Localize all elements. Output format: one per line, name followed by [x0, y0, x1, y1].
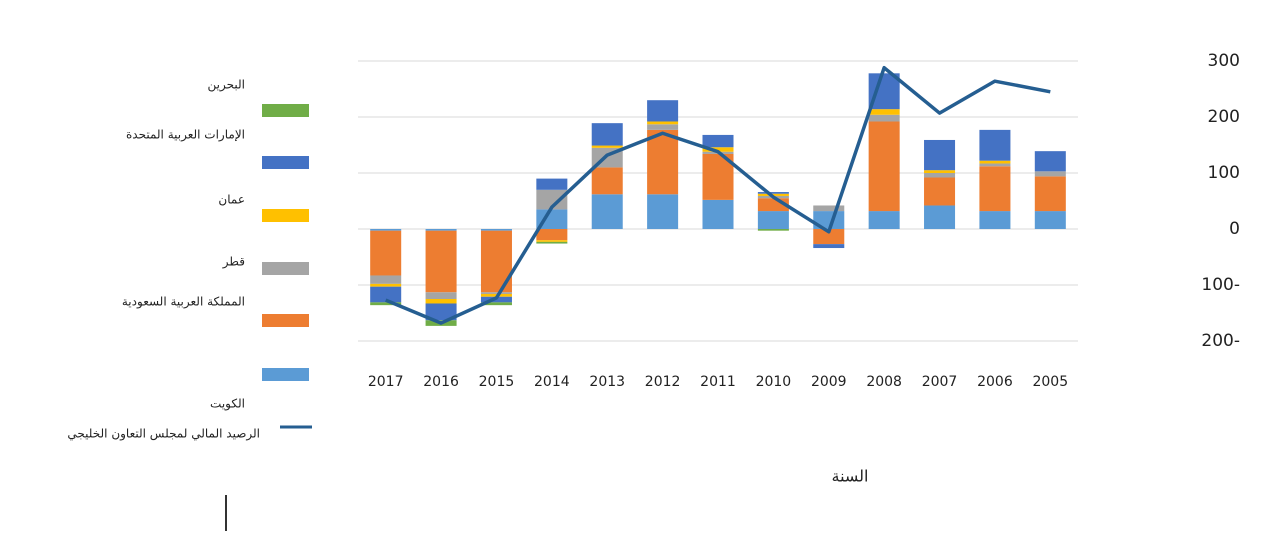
y-tick-label: 100-	[1201, 275, 1240, 295]
bar-segment	[1034, 211, 1066, 229]
legend-swatch	[262, 209, 309, 222]
legend-swatch	[262, 368, 309, 381]
bar-segment	[480, 302, 512, 306]
bar-segment	[868, 114, 900, 122]
bar-segment	[868, 211, 900, 229]
bar-segment	[536, 240, 568, 242]
bar-segment	[924, 177, 956, 206]
bar-segment	[868, 121, 900, 212]
bar-segment	[370, 286, 402, 303]
bar-segment	[370, 302, 402, 306]
bar-segment	[813, 205, 845, 212]
bar-segment	[647, 194, 679, 229]
bar-segment	[647, 129, 679, 195]
y-tick-label: 200	[1208, 107, 1240, 127]
legend-swatch	[262, 104, 309, 117]
legend-swatch	[262, 314, 309, 327]
legend-label: الإمارات العربية المتحدة	[126, 128, 245, 143]
x-tick-label: 2013	[589, 374, 625, 390]
bar-segment	[979, 129, 1011, 161]
bar-segment	[480, 292, 512, 294]
x-tick-label: 2017	[368, 374, 404, 390]
bar-segment	[813, 211, 845, 229]
bar-segment	[924, 173, 956, 178]
x-tick-label: 2015	[479, 374, 515, 390]
x-tick-label: 2008	[866, 374, 902, 390]
bar-segment	[536, 229, 568, 241]
y-tick-label: 200-	[1201, 331, 1240, 351]
bar-segment	[702, 134, 734, 148]
y-tick-label: 0	[1229, 219, 1240, 239]
x-tick-label: 2009	[811, 374, 847, 390]
bar-segment	[757, 192, 789, 194]
x-tick-label: 2005	[1032, 374, 1068, 390]
bar-segment	[480, 229, 512, 231]
bar-segment	[702, 199, 734, 229]
line-series	[385, 65, 1051, 325]
bar-segment	[979, 160, 1011, 164]
x-tick-label: 2012	[645, 374, 681, 390]
x-tick-label: 2014	[534, 374, 570, 390]
bar-segment	[647, 124, 679, 130]
bar-segment	[979, 211, 1011, 229]
y-tick-label: 100	[1208, 163, 1240, 183]
bar-segment	[1034, 176, 1066, 212]
bar-segment	[647, 121, 679, 125]
bar-segment	[591, 123, 623, 146]
bar-segment	[425, 230, 457, 293]
bar-segment	[425, 299, 457, 304]
legend-swatch	[262, 262, 309, 275]
bar-segment	[536, 189, 568, 210]
x-tick-label: 2016	[423, 374, 459, 390]
x-tick-label: 2011	[700, 374, 736, 390]
bar-segment	[536, 178, 568, 190]
bar-segment	[1034, 171, 1066, 177]
bar-segment	[425, 303, 457, 321]
bar-segment	[536, 209, 568, 229]
bar-segment	[370, 229, 402, 231]
bar-segment	[813, 244, 845, 249]
legend-label: الرصيد المالي لمجلس التعاون الخليجي	[67, 427, 260, 442]
bar-segment	[591, 167, 623, 195]
bar-segment	[924, 139, 956, 171]
bar-segment	[1034, 151, 1066, 172]
x-tick-label: 2006	[977, 374, 1013, 390]
bar-segment	[868, 109, 900, 115]
bar-segment	[370, 283, 402, 287]
legend-label: الكويت	[210, 397, 245, 412]
bar-segment	[813, 229, 845, 245]
y-tick-label: 300	[1208, 51, 1240, 71]
x-axis-title: السنة	[832, 467, 869, 486]
bar-segment	[591, 194, 623, 229]
x-tick-label: 2010	[756, 374, 792, 390]
bar-segment	[979, 163, 1011, 167]
legend-label: البحرين	[208, 78, 245, 93]
x-tick-label: 2007	[922, 374, 958, 390]
legend-label: عمان	[218, 193, 245, 207]
bar-segment	[757, 211, 789, 229]
bar-segment	[924, 205, 956, 229]
bar-segment	[536, 241, 568, 244]
bar-segment	[647, 100, 679, 122]
legend-label: قطر	[222, 255, 245, 270]
bar-segment	[702, 147, 734, 152]
bar-segment	[370, 230, 402, 276]
bar-segment	[924, 170, 956, 173]
legend-label: المملكة العربية السعودية	[122, 295, 245, 310]
bar-segment	[591, 145, 623, 148]
bar-segment	[979, 166, 1011, 212]
bar-segment	[425, 229, 457, 231]
legend-swatch	[262, 156, 309, 169]
bar-segment	[425, 292, 457, 299]
bar-segment	[370, 275, 402, 284]
bar-segment	[757, 229, 789, 231]
